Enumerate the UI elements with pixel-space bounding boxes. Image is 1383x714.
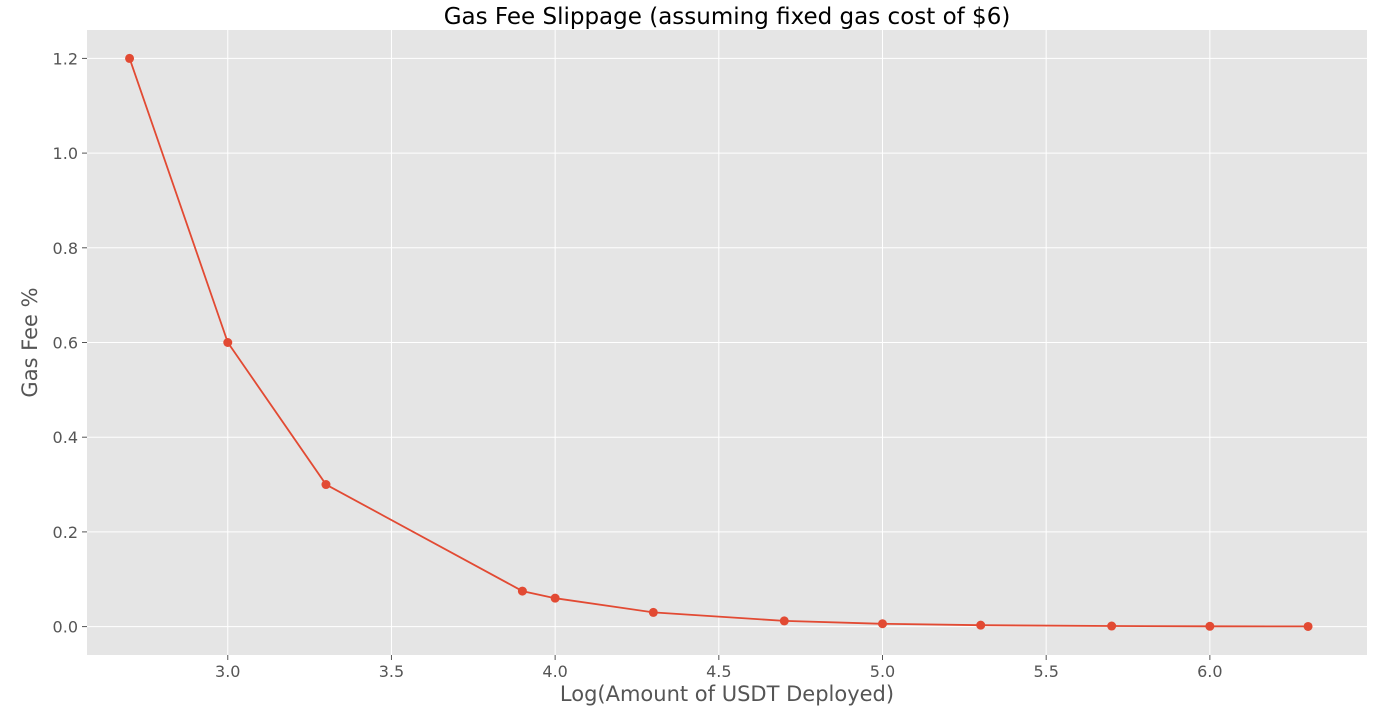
x-tick-label: 4.0 [542,662,567,681]
data-point [1107,621,1117,631]
x-tick-label: 6.0 [1197,662,1222,681]
grid-lines [87,30,1367,655]
data-point [648,607,658,617]
data-point [779,616,789,626]
data-point [517,586,527,596]
y-tick-label: 0.6 [53,334,78,353]
data-point [976,620,986,630]
data-point [1303,621,1313,631]
y-tick-label: 1.2 [53,49,78,68]
y-tick-label: 0.0 [53,618,78,637]
x-tick-label: 4.5 [706,662,731,681]
chart-title: Gas Fee Slippage (assuming fixed gas cos… [444,4,1011,30]
y-tick-label: 0.8 [53,239,78,258]
data-point [125,53,135,63]
x-tick-label: 5.5 [1033,662,1058,681]
data-point [1205,621,1215,631]
y-tick-label: 1.0 [53,144,78,163]
data-point [877,619,887,629]
x-tick-label: 5.0 [870,662,895,681]
data-point [321,480,331,490]
series-line [128,58,1309,628]
x-tick-label: 3.0 [215,662,240,681]
y-axis-label: Gas Fee % [18,287,42,397]
x-tick-label: 3.5 [379,662,404,681]
y-tick-label: 0.4 [53,428,78,447]
tick-labels: 3.0 3.5 4.0 4.5 5.0 5.5 6.0 0.0 0.2 0.4 0.6 0.8 1.0 1… [53,49,1223,681]
x-axis-label: Log(Amount of USDT Deployed) [560,682,894,706]
data-point [223,338,233,347]
series [125,53,1313,631]
data-point [550,593,560,603]
y-tick-label: 0.2 [53,523,78,542]
